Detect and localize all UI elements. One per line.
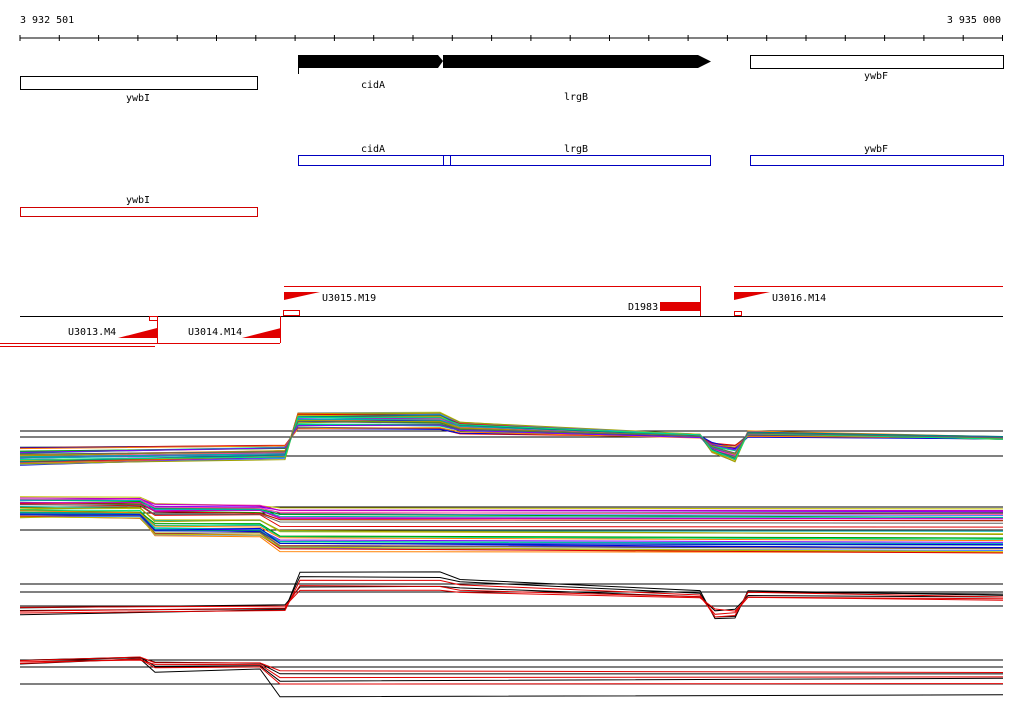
segments: U3015.M19 D1983 U3016.M14 U3013.M4 U3014…: [0, 286, 1003, 347]
expression-line: [19, 504, 1004, 524]
gene-box: [20, 207, 258, 217]
gene-box: [750, 155, 1004, 166]
expression-line: [19, 576, 1004, 618]
gene-label: ywbF: [864, 144, 888, 155]
expression-line: [19, 497, 1004, 511]
gene-label: ywbF: [864, 71, 888, 82]
gene-label: ywbI: [126, 195, 150, 206]
expression-line: [19, 659, 1004, 679]
expression-line: [19, 579, 1004, 618]
expression-line: [19, 516, 1004, 553]
gene-label: lrgB: [564, 144, 588, 155]
gene-box: [20, 76, 258, 90]
gene-box: [443, 155, 451, 166]
expression-line: [19, 506, 1004, 535]
expression-line: [19, 498, 1004, 515]
segment-label: D1983: [628, 302, 658, 313]
segment-block: [660, 302, 700, 311]
expression-line: [19, 501, 1004, 520]
expression-line: [19, 499, 1004, 519]
gene-arrow: [298, 55, 443, 68]
expression-line: [19, 513, 1004, 545]
segment-triangle: [734, 292, 770, 300]
expression-line: [19, 585, 1004, 615]
gene-arrow: [443, 55, 711, 68]
ruler-end: 3 935 000: [947, 15, 1001, 26]
segment-label: U3016.M14: [772, 293, 826, 304]
expression-line: [19, 420, 1004, 455]
gene-label: ywbI: [126, 93, 150, 104]
segment-marker: [149, 316, 158, 321]
expression-line: [19, 507, 1004, 535]
segment-triangle: [284, 292, 320, 300]
gene-box: [750, 55, 1004, 69]
expression-tracks: [19, 411, 1004, 698]
gene-box: [450, 155, 711, 166]
gene-label: cidA: [361, 144, 385, 155]
expression-line: [19, 510, 1004, 542]
segment-marker: [283, 310, 300, 316]
segment-label: U3014.M14: [188, 327, 242, 338]
expression-line: [19, 502, 1004, 522]
segment-label: U3013.M4: [68, 327, 116, 338]
expression-line: [19, 503, 1004, 528]
gene-box: [298, 155, 444, 166]
expression-line: [19, 499, 1004, 518]
gene-label: cidA: [361, 80, 385, 91]
gene-label: lrgB: [564, 92, 588, 103]
expression-line: [19, 656, 1004, 673]
segment-triangle: [242, 328, 281, 338]
segment-label: U3015.M19: [322, 293, 376, 304]
expression-line: [19, 514, 1004, 546]
ruler-start: 3 932 501: [20, 15, 74, 26]
expression-line: [19, 509, 1004, 540]
ruler: 3 932 501 3 935 000: [19, 15, 1003, 41]
segment-marker: [734, 311, 742, 316]
expression-line: [19, 510, 1004, 539]
segment-triangle: [118, 328, 157, 338]
expression-line: [19, 658, 1004, 685]
